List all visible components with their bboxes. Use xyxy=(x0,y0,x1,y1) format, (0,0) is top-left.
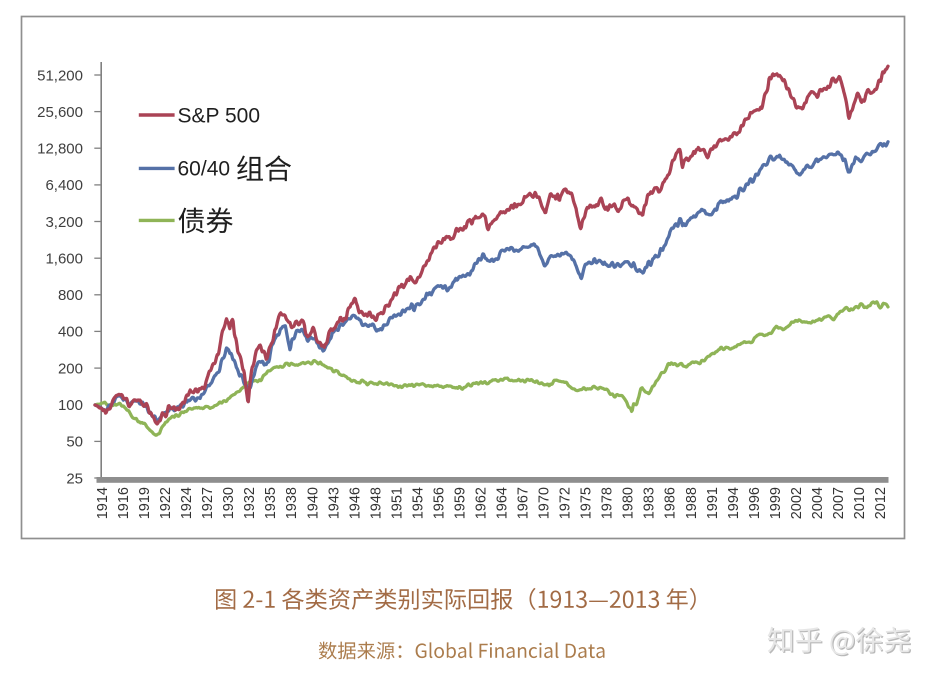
svg-text:1959: 1959 xyxy=(453,487,469,519)
svg-text:1930: 1930 xyxy=(221,487,237,519)
svg-text:1938: 1938 xyxy=(284,487,300,519)
svg-text:1940: 1940 xyxy=(305,487,321,519)
svg-text:1924: 1924 xyxy=(179,487,195,519)
svg-text:400: 400 xyxy=(58,324,83,341)
svg-text:2004: 2004 xyxy=(810,487,826,519)
svg-text:25,600: 25,600 xyxy=(37,104,83,121)
svg-text:1922: 1922 xyxy=(158,487,174,519)
svg-text:100: 100 xyxy=(58,397,83,414)
svg-text:1978: 1978 xyxy=(600,487,616,519)
svg-text:1988: 1988 xyxy=(684,487,700,519)
svg-text:1919: 1919 xyxy=(137,487,153,519)
svg-text:2012: 2012 xyxy=(873,487,889,519)
svg-text:1996: 1996 xyxy=(747,487,763,519)
svg-text:12,800: 12,800 xyxy=(37,141,83,158)
svg-text:1927: 1927 xyxy=(200,487,216,519)
svg-text:1986: 1986 xyxy=(663,487,679,519)
svg-text:2010: 2010 xyxy=(852,487,868,519)
svg-text:1,600: 1,600 xyxy=(45,251,83,268)
svg-text:50: 50 xyxy=(66,434,83,451)
svg-text:1975: 1975 xyxy=(579,487,595,519)
svg-text:1994: 1994 xyxy=(726,487,742,519)
svg-text:1914: 1914 xyxy=(95,487,111,519)
svg-text:1999: 1999 xyxy=(768,487,784,519)
svg-text:1932: 1932 xyxy=(242,487,258,519)
svg-text:1916: 1916 xyxy=(116,487,132,519)
svg-text:1954: 1954 xyxy=(410,487,426,519)
svg-text:1964: 1964 xyxy=(495,487,511,519)
svg-text:1956: 1956 xyxy=(431,487,447,519)
svg-text:1967: 1967 xyxy=(516,487,532,519)
svg-text:1951: 1951 xyxy=(389,487,405,519)
svg-text:1943: 1943 xyxy=(326,487,342,519)
svg-text:25: 25 xyxy=(66,470,83,487)
svg-text:1946: 1946 xyxy=(347,487,363,519)
svg-text:1991: 1991 xyxy=(705,487,721,519)
svg-text:2007: 2007 xyxy=(831,487,847,519)
svg-text:200: 200 xyxy=(58,360,83,377)
svg-text:6,400: 6,400 xyxy=(45,177,83,194)
svg-text:1970: 1970 xyxy=(537,487,553,519)
svg-text:1972: 1972 xyxy=(558,487,574,519)
svg-text:800: 800 xyxy=(58,287,83,304)
svg-text:1983: 1983 xyxy=(642,487,658,519)
svg-text:1980: 1980 xyxy=(621,487,637,519)
svg-text:60/40: 60/40 xyxy=(178,158,231,181)
svg-text:51,200: 51,200 xyxy=(37,67,83,84)
svg-text:2002: 2002 xyxy=(789,487,805,519)
svg-text:1962: 1962 xyxy=(474,487,490,519)
svg-text:S&P 500: S&P 500 xyxy=(178,104,261,127)
svg-text:1935: 1935 xyxy=(263,487,279,519)
svg-text:1948: 1948 xyxy=(368,487,384,519)
svg-text:3,200: 3,200 xyxy=(45,214,83,231)
